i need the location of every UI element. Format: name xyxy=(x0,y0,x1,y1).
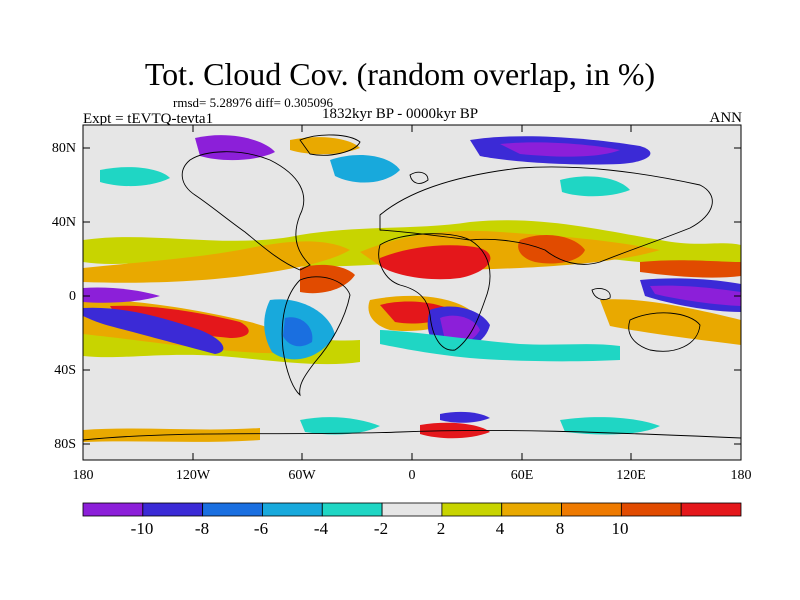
lat-label-40s: 40S xyxy=(54,363,76,378)
stats-line: rmsd= 5.28976 diff= 0.305096 xyxy=(173,95,333,110)
cb-label: 4 xyxy=(495,519,505,538)
british-isles-coast xyxy=(409,171,429,184)
arabia-red xyxy=(518,235,585,264)
lat-tick-marks xyxy=(83,147,741,445)
north-pacific-orange xyxy=(83,241,350,283)
colorbar-box xyxy=(202,502,263,517)
lon-label-180w: 180 xyxy=(72,468,94,483)
colorbar-box xyxy=(680,502,742,517)
colorbar-box xyxy=(142,502,204,517)
north-atlantic-cyan xyxy=(330,155,400,183)
lat-label-80s: 80S xyxy=(54,437,76,452)
antarctic-blue xyxy=(440,411,490,423)
cb-label: -10 xyxy=(130,519,154,538)
cb-label: 2 xyxy=(436,519,446,538)
colorbar xyxy=(82,502,742,517)
cb-label: -6 xyxy=(253,519,269,538)
nw-pacific-red xyxy=(640,260,741,278)
colorbar-box xyxy=(321,502,383,517)
map-background xyxy=(83,125,741,460)
sahara-red xyxy=(380,245,491,280)
colorbar-box xyxy=(262,502,323,517)
lon-label-120w: 120W xyxy=(175,468,211,483)
anomaly-field xyxy=(83,135,741,442)
north-pacific-teal xyxy=(100,167,170,187)
colorbar-box xyxy=(82,502,144,517)
caribbean-red xyxy=(300,264,355,294)
lon-label-60w: 60W xyxy=(288,468,316,483)
south-america-coast xyxy=(281,276,351,397)
indonesia-coast xyxy=(591,287,611,301)
cb-label: -8 xyxy=(194,519,210,538)
colorbar-box xyxy=(561,502,622,517)
cb-label: -2 xyxy=(373,519,389,538)
colorbar-box xyxy=(441,502,503,517)
greenland-coast xyxy=(299,134,361,156)
southern-ocean-teal xyxy=(380,330,620,362)
west-pacific-purple xyxy=(650,285,741,306)
experiment-label: Expt = tEVTQ-tevta1 xyxy=(83,111,214,127)
south-pacific-blue xyxy=(83,307,224,354)
south-america-blue xyxy=(283,317,313,347)
lon-tick-marks xyxy=(192,125,632,460)
siberia-purple xyxy=(500,142,620,157)
lon-label-180e: 180 xyxy=(730,468,752,483)
antarctic-teal-west xyxy=(300,417,380,435)
canadian-arctic-purple xyxy=(195,135,275,161)
cb-label: 10 xyxy=(611,519,629,538)
north-america-coast xyxy=(181,151,311,271)
colorbar-box xyxy=(620,502,682,517)
antarctica-coast xyxy=(83,429,741,441)
antarctic-teal-east xyxy=(560,417,660,435)
figure-title: Tot. Cloud Cov. (random overlap, in %) xyxy=(144,56,656,92)
lon-label-60e: 60E xyxy=(510,468,534,483)
central-asia-teal xyxy=(560,176,630,197)
period-line: 1832kyr BP - 0000kyr BP xyxy=(322,106,479,122)
lat-label-80n: 80N xyxy=(51,141,76,156)
coastlines xyxy=(83,134,741,441)
south-pacific-red xyxy=(110,305,249,338)
cb-label: -4 xyxy=(313,519,329,538)
east-pacific-purple xyxy=(83,287,160,303)
lon-label-0: 0 xyxy=(408,468,416,483)
lat-label-eq: 0 xyxy=(69,289,76,304)
colorbar-box xyxy=(381,502,443,517)
lon-label-120e: 120E xyxy=(616,468,646,483)
cb-label: 8 xyxy=(555,519,565,538)
eurasia-coast xyxy=(379,166,713,265)
lat-label-40n: 40N xyxy=(51,215,76,230)
season-label: ANN xyxy=(709,110,743,126)
australia-coast xyxy=(628,312,701,352)
sw-pacific-orange xyxy=(600,299,741,345)
africa-coast xyxy=(378,233,491,351)
colorbar-box xyxy=(501,502,562,517)
